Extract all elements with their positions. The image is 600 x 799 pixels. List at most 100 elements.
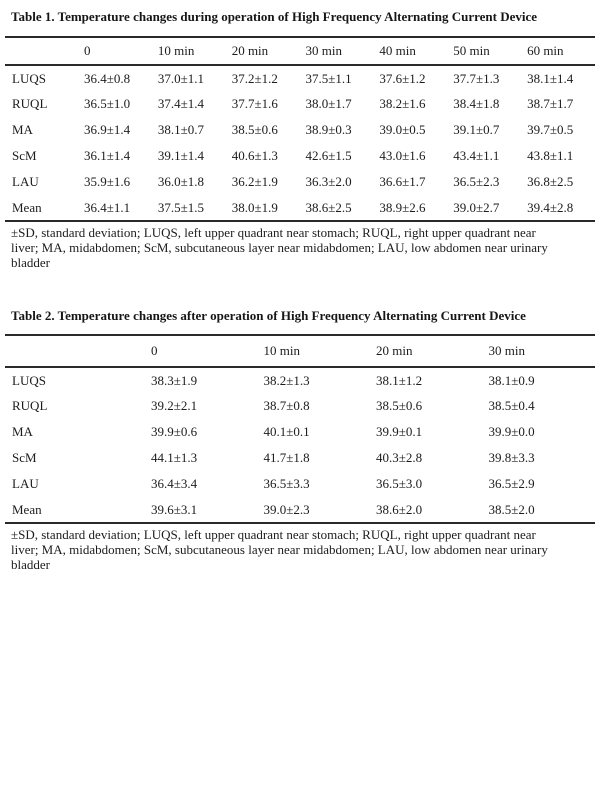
table-2-section: Table 2. Temperature changes after opera… xyxy=(5,308,595,572)
table-1-title: Table 1. Temperature changes during oper… xyxy=(11,9,538,24)
footnote-line: bladder xyxy=(11,255,50,270)
table-cell: 39.9±0.6 xyxy=(151,424,198,439)
row-label: LUQS xyxy=(12,372,46,388)
table-row: LAU 36.4±3.4 36.5±3.3 36.5±3.0 36.5±2.9 xyxy=(5,471,595,497)
table-row: RUQL 39.2±2.1 38.7±0.8 38.5±0.6 38.5±0.4 xyxy=(5,393,595,419)
table-cell: 38.7±0.8 xyxy=(263,398,310,413)
table-cell: 39.1±1.4 xyxy=(157,148,204,163)
table-cell: 43.0±1.6 xyxy=(379,148,426,163)
row-label-header xyxy=(5,335,145,367)
table-cell: 38.1±0.9 xyxy=(488,372,535,388)
table-row: RUQL 36.5±1.0 37.4±1.4 37.7±1.6 38.0±1.7 38.2… xyxy=(5,91,595,117)
table-cell: 36.9±1.4 xyxy=(84,122,131,137)
table-cell: 37.5±1.5 xyxy=(157,199,204,215)
row-label: LAU xyxy=(12,174,39,189)
row-label: Mean xyxy=(12,501,42,517)
column-header: 0 xyxy=(84,43,91,58)
table-row: LUQS 38.3±1.9 38.2±1.3 38.1±1.2 38.1±0.9 xyxy=(5,367,595,393)
table-row: ScM 44.1±1.3 41.7±1.8 40.3±2.8 39.8±3.3 xyxy=(5,445,595,471)
row-label: ScM xyxy=(12,148,37,163)
table-1-header: 0 10 min 20 min 30 min 40 min 50 min 60 min xyxy=(5,37,595,65)
row-label-header xyxy=(5,37,78,65)
table-cell: 39.1±0.7 xyxy=(453,122,500,137)
table-cell: 38.5±0.4 xyxy=(488,398,535,413)
table-cell: 39.8±3.3 xyxy=(488,450,535,465)
row-label: MA xyxy=(12,424,33,439)
table-cell: 40.6±1.3 xyxy=(231,148,278,163)
table-row: ScM 36.1±1.4 39.1±1.4 40.6±1.3 42.6±1.5 43.0±… xyxy=(5,143,595,169)
table-cell: 38.9±0.3 xyxy=(305,122,352,137)
table-2-footnote: ±SD, standard deviation; LUQS, left uppe… xyxy=(5,527,595,572)
table-row: LUQS 36.4±0.8 37.0±1.1 37.2±1.2 37.5±1.1 37.6… xyxy=(5,65,595,91)
table-cell: 38.1±1.2 xyxy=(376,372,423,388)
table-cell: 38.2±1.3 xyxy=(263,372,310,388)
table-cell: 36.5±1.0 xyxy=(84,96,131,111)
row-label: ScM xyxy=(12,450,37,465)
table-cell: 36.4±0.8 xyxy=(84,70,131,86)
table-cell: 39.0±2.3 xyxy=(263,501,310,517)
table-2: 0 10 min 20 min 30 min LUQS 38.3±1.9 38.2±1.3… xyxy=(5,334,595,524)
table-cell: 40.3±2.8 xyxy=(376,450,423,465)
table-cell: 42.6±1.5 xyxy=(305,148,352,163)
table-cell: 37.7±1.3 xyxy=(453,70,500,86)
table-cell: 39.6±3.1 xyxy=(151,501,198,517)
table-cell: 39.9±0.1 xyxy=(376,424,423,439)
column-header: 30 min xyxy=(488,343,525,358)
table-cell: 41.7±1.8 xyxy=(263,450,310,465)
table-row: LAU 35.9±1.6 36.0±1.8 36.2±1.9 36.3±2.0 36.6±… xyxy=(5,169,595,195)
table-cell: 36.1±1.4 xyxy=(84,148,131,163)
table-cell: 36.2±1.9 xyxy=(231,174,278,189)
table-row: MA 39.9±0.6 40.1±0.1 39.9±0.1 39.9±0.0 xyxy=(5,419,595,445)
row-label: LAU xyxy=(12,476,39,491)
table-2-body: LUQS 38.3±1.9 38.2±1.3 38.1±1.2 38.1±0.9 RUQL… xyxy=(5,367,595,523)
row-label: LUQS xyxy=(12,70,46,86)
table-cell: 37.5±1.1 xyxy=(305,70,352,86)
footnote-line: ±SD, standard deviation; LUQS, left uppe… xyxy=(11,225,536,240)
table-1-section: Table 1. Temperature changes during oper… xyxy=(5,9,595,270)
table-cell: 44.1±1.3 xyxy=(151,450,198,465)
column-header: 40 min xyxy=(379,43,416,58)
table-cell: 38.3±1.9 xyxy=(151,372,198,388)
column-header: 60 min xyxy=(527,43,564,58)
table-cell: 36.5±2.3 xyxy=(453,174,500,189)
table-cell: 36.5±3.3 xyxy=(263,476,310,491)
footnote-line: ±SD, standard deviation; LUQS, left uppe… xyxy=(11,527,536,542)
table-2-header: 0 10 min 20 min 30 min xyxy=(5,335,595,367)
table-cell: 39.0±0.5 xyxy=(379,122,426,137)
row-label: Mean xyxy=(12,199,42,215)
table-cell: 36.0±1.8 xyxy=(157,174,204,189)
table-cell: 38.1±1.4 xyxy=(527,70,574,86)
header-row: 0 10 min 20 min 30 min 40 min 50 min 60 min xyxy=(5,37,595,65)
column-header: 10 min xyxy=(263,343,300,358)
row-label: MA xyxy=(12,122,33,137)
table-cell: 38.0±1.9 xyxy=(231,199,278,215)
table-1: 0 10 min 20 min 30 min 40 min 50 min 60 min LU… xyxy=(5,36,595,222)
table-cell: 38.6±2.0 xyxy=(376,501,423,517)
table-cell: 43.8±1.1 xyxy=(527,148,574,163)
table-cell: 38.6±2.5 xyxy=(305,199,352,215)
row-label: RUQL xyxy=(12,398,48,413)
table-cell: 39.9±0.0 xyxy=(488,424,535,439)
column-header: 50 min xyxy=(453,43,490,58)
footnote-line: liver; MA, midabdomen; ScM, subcutaneous… xyxy=(11,542,548,557)
column-header: 20 min xyxy=(231,43,269,58)
table-cell: 35.9±1.6 xyxy=(84,174,131,189)
table-cell: 36.6±1.7 xyxy=(379,174,426,189)
table-2-title: Table 2. Temperature changes after opera… xyxy=(11,308,526,323)
column-header: 0 xyxy=(151,343,158,358)
table-cell: 36.8±2.5 xyxy=(527,174,574,189)
column-header: 10 min xyxy=(157,43,195,58)
table-cell: 36.4±3.4 xyxy=(151,476,198,491)
table-cell: 36.3±2.0 xyxy=(305,174,352,189)
table-cell: 38.5±0.6 xyxy=(231,122,278,137)
column-header: 20 min xyxy=(376,343,413,358)
table-row: MA 36.9±1.4 38.1±0.7 38.5±0.6 38.9±0.3 39.0±0… xyxy=(5,117,595,143)
table-cell: 39.7±0.5 xyxy=(527,122,574,137)
table-cell: 37.4±1.4 xyxy=(157,96,204,111)
table-cell: 36.4±1.1 xyxy=(84,199,131,215)
footnote-line: bladder xyxy=(11,557,50,572)
table-cell: 37.6±1.2 xyxy=(379,70,426,86)
table-cell: 38.5±2.0 xyxy=(488,501,535,517)
table-1-footnote: ±SD, standard deviation; LUQS, left uppe… xyxy=(5,225,595,270)
table-cell: 38.7±1.7 xyxy=(527,96,574,111)
